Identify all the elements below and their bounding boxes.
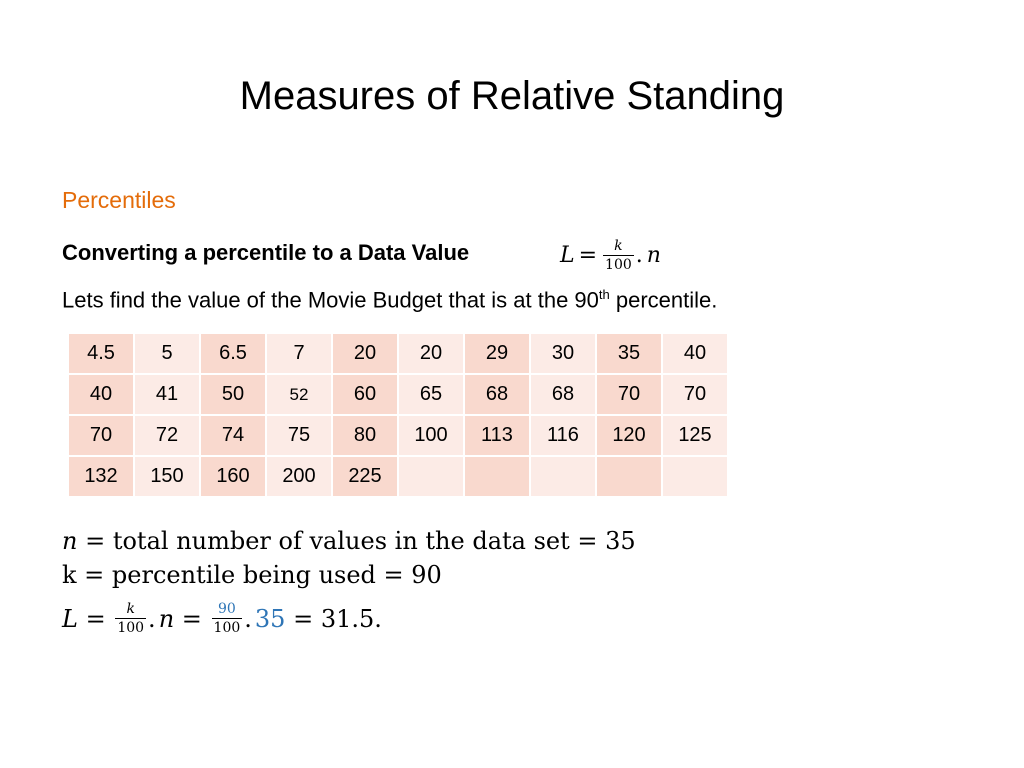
table-cell: 40 (661, 332, 729, 375)
table-cell: 60 (331, 373, 399, 416)
formula-n: n (646, 242, 661, 268)
formula-denominator: 100 (603, 254, 634, 273)
table-cell: 70 (661, 373, 729, 416)
slide-title: Measures of Relative Standing (239, 74, 785, 118)
table-cell: 74 (199, 414, 267, 457)
calc-num-2: 90 (217, 601, 236, 617)
table-cell: 200 (265, 455, 333, 498)
table-cell: 41 (133, 373, 201, 416)
table-row: 70 72 74 75 80 100 113 116 120 125 (67, 414, 729, 457)
calc-den-1: 100 (115, 618, 147, 636)
table-cell: 35 (595, 332, 663, 375)
table-row: 4.5 5 6.5 7 20 20 29 30 35 40 (67, 332, 729, 375)
section-subtitle: Percentiles (62, 187, 176, 213)
table-cell: 68 (529, 373, 597, 416)
table-cell: 70 (595, 373, 663, 416)
movie-budget-table: 4.5 5 6.5 7 20 20 29 30 35 40 40 41 50 52 60 65 68 68 70 70… (67, 332, 729, 498)
table-cell: 7 (265, 332, 333, 375)
l-calculation: L = k 100 . n = 90 100 . 35 = 31.5. (62, 600, 382, 637)
converting-label: Converting a percentile to a Data Value (62, 240, 470, 265)
table-cell: 50 (199, 373, 267, 416)
table-cell (529, 455, 597, 498)
k-definition: k = percentile being used = 90 (62, 561, 442, 589)
calc-dot-1: . (148, 604, 156, 633)
table-cell: 225 (331, 455, 399, 498)
table-row: 40 41 50 52 60 65 68 68 70 70 (67, 373, 729, 416)
n-definition: n = total number of values in the data s… (62, 527, 636, 555)
formula-equals: = (578, 242, 598, 268)
calc-result: = 31.5. (285, 604, 382, 633)
percentile-formula: L = k 100 . n (560, 232, 661, 278)
calc-fraction-1: k 100 (115, 600, 147, 637)
table-cell: 65 (397, 373, 465, 416)
table-cell: 70 (67, 414, 135, 457)
table-cell: 150 (133, 455, 201, 498)
table-cell: 120 (595, 414, 663, 457)
n-var: n (62, 527, 78, 555)
formula-dot: . (635, 242, 643, 268)
table-cell: 160 (199, 455, 267, 498)
calc-value: 35 (254, 604, 286, 633)
table-cell: 52 (265, 373, 333, 416)
question-sentence: Lets find the value of the Movie Budget … (62, 287, 717, 313)
calc-eq2: = (174, 604, 210, 633)
calc-fraction-2: 90 100 (211, 600, 243, 637)
table-cell: 125 (661, 414, 729, 457)
table-cell: 40 (67, 373, 135, 416)
calc-dot-2: . (244, 604, 252, 633)
table-cell: 75 (265, 414, 333, 457)
table-cell: 20 (397, 332, 465, 375)
n-text: = total number of values in the data set… (77, 527, 636, 555)
table-cell: 20 (331, 332, 399, 375)
table-cell: 72 (133, 414, 201, 457)
calc-eq1: = (77, 604, 114, 633)
table-cell: 116 (529, 414, 597, 457)
sentence-before: Lets find the value of the Movie Budget … (62, 287, 599, 313)
sentence-superscript: th (598, 287, 610, 302)
table-cell: 100 (397, 414, 465, 457)
table-row: 132 150 160 200 225 (67, 455, 729, 498)
calc-den-2: 100 (211, 618, 243, 636)
table-cell: 132 (67, 455, 135, 498)
table-cell (595, 455, 663, 498)
table-cell: 6.5 (199, 332, 267, 375)
table-cell (661, 455, 729, 498)
calc-lhs: L (62, 604, 78, 633)
converting-row: Converting a percentile to a Data Value … (62, 232, 762, 282)
table-cell: 30 (529, 332, 597, 375)
formula-numerator: k (614, 237, 623, 254)
table-cell (397, 455, 465, 498)
table-cell: 68 (463, 373, 531, 416)
table-cell: 5 (133, 332, 201, 375)
table-cell: 113 (463, 414, 531, 457)
calc-n: n (158, 604, 175, 633)
formula-fraction: k 100 (603, 237, 634, 274)
table-cell: 29 (463, 332, 531, 375)
table-cell (463, 455, 531, 498)
formula-lhs: L (560, 242, 575, 268)
sentence-after: percentile. (609, 287, 718, 313)
table-cell: 80 (331, 414, 399, 457)
calc-num-1: k (126, 601, 135, 617)
table-cell: 4.5 (67, 332, 135, 375)
